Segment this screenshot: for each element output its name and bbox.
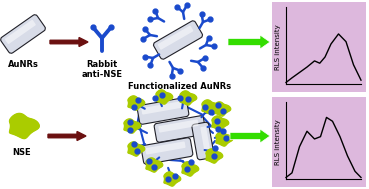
FancyArrow shape (48, 132, 86, 140)
Text: RLS intensity: RLS intensity (275, 119, 281, 165)
FancyBboxPatch shape (192, 122, 214, 160)
FancyBboxPatch shape (200, 126, 210, 153)
Polygon shape (146, 158, 163, 172)
Text: Functionalized AuNRs: Functionalized AuNRs (128, 82, 232, 91)
FancyBboxPatch shape (141, 101, 182, 115)
Polygon shape (180, 91, 197, 105)
Polygon shape (164, 172, 181, 186)
Polygon shape (214, 102, 231, 116)
FancyBboxPatch shape (154, 116, 206, 142)
FancyArrow shape (228, 35, 270, 49)
Polygon shape (212, 116, 229, 130)
Polygon shape (156, 90, 173, 104)
FancyBboxPatch shape (158, 119, 199, 132)
Polygon shape (202, 100, 219, 114)
FancyBboxPatch shape (272, 2, 366, 92)
FancyBboxPatch shape (137, 98, 189, 124)
FancyBboxPatch shape (154, 21, 203, 59)
Polygon shape (128, 142, 145, 156)
FancyBboxPatch shape (272, 97, 366, 187)
FancyArrow shape (50, 37, 88, 46)
FancyBboxPatch shape (145, 141, 186, 155)
FancyBboxPatch shape (158, 26, 193, 50)
Text: AuNRs: AuNRs (7, 60, 38, 69)
Text: RLS intensity: RLS intensity (275, 24, 281, 70)
Polygon shape (10, 113, 39, 139)
Polygon shape (182, 162, 199, 176)
Polygon shape (216, 132, 233, 146)
Text: NSE: NSE (13, 148, 31, 157)
FancyArrow shape (230, 129, 270, 143)
FancyBboxPatch shape (5, 20, 36, 44)
FancyBboxPatch shape (141, 138, 193, 164)
Polygon shape (206, 149, 223, 163)
Polygon shape (128, 96, 145, 110)
Polygon shape (124, 119, 141, 133)
FancyBboxPatch shape (0, 15, 45, 53)
Text: Rabbit
anti-NSE: Rabbit anti-NSE (82, 60, 123, 79)
